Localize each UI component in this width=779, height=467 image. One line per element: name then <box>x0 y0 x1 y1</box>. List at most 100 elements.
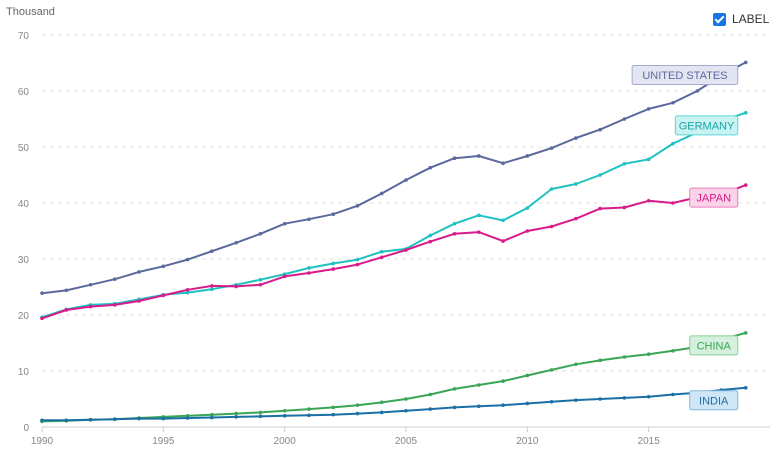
data-point <box>40 291 44 295</box>
data-point <box>379 255 384 260</box>
label-toggle-text: LABEL <box>732 12 770 26</box>
x-tick-label: 2010 <box>516 436 539 447</box>
data-point <box>671 100 675 105</box>
data-point <box>307 271 311 275</box>
data-point <box>137 270 141 274</box>
data-point <box>64 288 69 293</box>
data-point <box>622 396 627 400</box>
data-point <box>452 221 457 226</box>
series-line <box>42 386 746 422</box>
data-point <box>331 267 336 271</box>
data-point <box>88 282 93 287</box>
data-point <box>185 416 190 420</box>
label-toggle[interactable]: LABEL <box>713 12 769 26</box>
data-point <box>355 257 360 262</box>
data-point <box>210 287 214 292</box>
data-point <box>646 157 651 162</box>
data-point <box>646 352 651 357</box>
data-point <box>501 403 505 407</box>
x-tick-label: 2005 <box>395 436 418 447</box>
series-line <box>41 61 747 295</box>
data-point <box>210 415 214 420</box>
data-point <box>671 201 675 205</box>
data-point <box>404 408 408 413</box>
data-point <box>113 277 117 281</box>
series-end-label: CHINA <box>697 340 732 352</box>
data-point <box>40 418 44 423</box>
data-point <box>671 349 675 353</box>
series-end-label-box <box>689 187 739 208</box>
data-point <box>234 240 238 245</box>
data-point <box>598 173 602 177</box>
data-point <box>646 107 651 111</box>
data-point <box>258 277 263 282</box>
data-point <box>331 212 336 216</box>
data-point <box>598 397 602 401</box>
data-point <box>258 414 263 419</box>
data-point <box>161 293 166 298</box>
data-point <box>646 394 651 399</box>
data-point <box>404 178 408 182</box>
data-point <box>525 206 530 210</box>
data-point <box>743 111 748 115</box>
x-tick-label: 2000 <box>274 436 297 447</box>
data-point <box>574 362 578 367</box>
data-point <box>574 216 578 221</box>
data-point <box>307 217 311 222</box>
x-tick-label: 1995 <box>152 436 175 447</box>
data-point <box>525 154 530 158</box>
data-point <box>525 373 530 378</box>
data-point <box>258 282 263 287</box>
data-point <box>525 401 530 406</box>
data-point <box>234 415 238 419</box>
data-point <box>161 416 166 421</box>
data-point <box>355 262 360 267</box>
data-point <box>477 383 481 387</box>
data-point <box>404 397 408 401</box>
data-point <box>598 358 602 363</box>
data-point <box>379 191 384 196</box>
data-point <box>452 405 457 410</box>
data-point <box>549 224 554 229</box>
y-tick-label: 50 <box>18 143 30 154</box>
data-point <box>501 379 505 383</box>
data-point <box>88 304 93 309</box>
y-tick-label: 30 <box>18 255 30 266</box>
data-point <box>88 417 93 422</box>
data-point <box>210 284 214 288</box>
y-tick-label: 0 <box>23 423 29 434</box>
data-point <box>161 264 166 269</box>
y-tick-label: 20 <box>18 311 30 322</box>
data-point <box>525 229 530 233</box>
data-point <box>282 274 287 279</box>
y-tick-label: 40 <box>18 199 30 210</box>
data-point <box>477 404 481 409</box>
data-point <box>622 117 627 121</box>
data-point <box>64 418 69 423</box>
data-point <box>743 386 748 390</box>
series-end-label-box <box>689 335 739 356</box>
series-end-label: UNITED STATES <box>642 70 727 82</box>
data-point <box>452 156 457 160</box>
data-point <box>743 60 748 65</box>
data-point <box>282 408 287 413</box>
data-point <box>331 261 336 266</box>
checkbox-icon[interactable] <box>713 12 726 26</box>
data-point <box>355 403 360 407</box>
data-point <box>477 213 481 218</box>
data-point <box>428 233 433 238</box>
data-point <box>501 161 505 166</box>
data-point <box>428 165 433 170</box>
data-point <box>501 239 505 243</box>
data-point <box>622 355 627 359</box>
data-point <box>307 407 311 411</box>
series-line <box>41 331 746 423</box>
data-point <box>574 398 578 402</box>
data-point <box>428 392 433 397</box>
data-point <box>452 387 457 391</box>
series-end-label: GERMANY <box>679 120 735 132</box>
x-tick-label: 2015 <box>638 436 661 447</box>
data-point <box>331 412 336 417</box>
